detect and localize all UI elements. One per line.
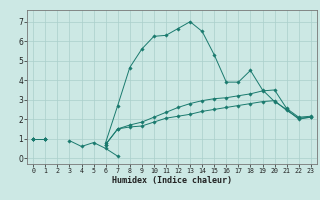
X-axis label: Humidex (Indice chaleur): Humidex (Indice chaleur) <box>112 176 232 185</box>
